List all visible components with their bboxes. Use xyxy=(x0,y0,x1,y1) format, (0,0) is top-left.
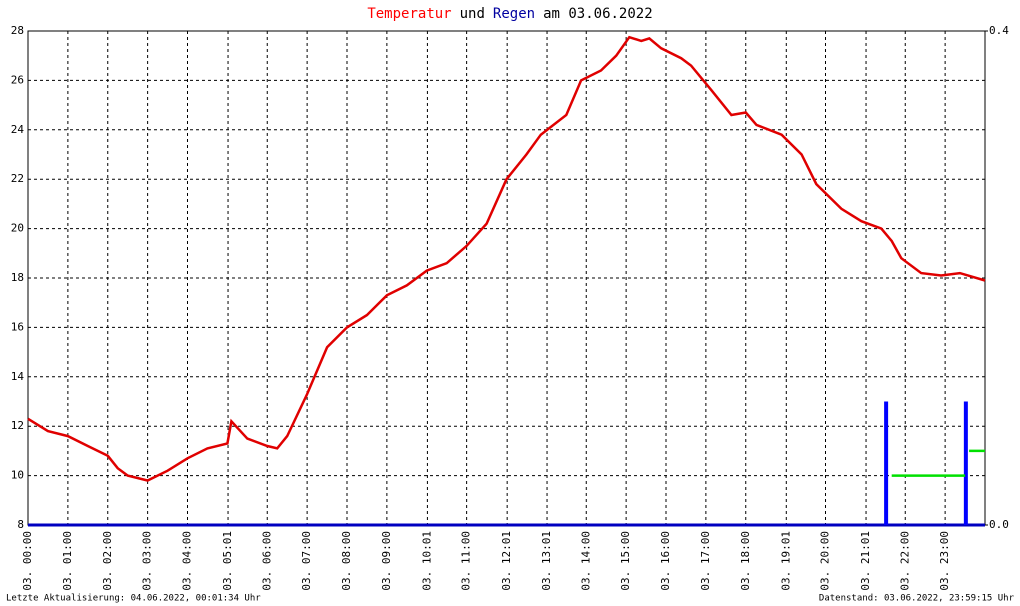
x-tick-label: 03. 20:00 xyxy=(819,531,832,591)
chart-title: Temperatur und Regen am 03.06.2022 xyxy=(367,6,652,22)
x-tick-label: 03. 06:00 xyxy=(260,531,273,591)
x-tick-label: 03. 08:00 xyxy=(340,531,353,591)
series-line xyxy=(27,35,986,482)
x-tick-label: 03. 17:00 xyxy=(699,531,712,591)
x-tick-label: 03. 04:00 xyxy=(181,531,194,591)
x-tick-label: 03. 00:00 xyxy=(21,531,34,591)
x-tick-label: 03. 22:00 xyxy=(898,531,911,591)
x-tick-label: 03. 11:00 xyxy=(460,531,473,591)
footer-right: Datenstand: 03.06.2022, 23:59:15 Uhr xyxy=(819,594,1015,604)
x-tick-label: 03. 03:00 xyxy=(141,531,154,591)
rain-bar xyxy=(884,401,889,525)
y-tick-label: 12 xyxy=(11,419,24,432)
x-tick-label: 03. 05:01 xyxy=(221,531,234,591)
y-tick-label: 18 xyxy=(11,271,24,284)
title-part: Regen xyxy=(493,6,535,22)
x-tick-label: 03. 12:01 xyxy=(500,531,513,591)
rain-bar xyxy=(963,401,968,525)
x-tick-label: 03. 15:00 xyxy=(619,531,632,591)
y-tick-label: 26 xyxy=(11,73,24,86)
x-tick-label: 03. 07:00 xyxy=(300,531,313,591)
x-tick-label: 03. 14:00 xyxy=(579,531,592,591)
x-tick-label: 03. 10:01 xyxy=(420,531,433,591)
y-tick-label: 24 xyxy=(11,123,25,136)
y-tick-label: 28 xyxy=(11,24,24,37)
y-tick-label: 20 xyxy=(11,222,24,235)
title-part: Temperatur xyxy=(367,6,451,22)
x-tick-label: 03. 19:01 xyxy=(779,531,792,591)
y2-tick-label: 0.0 xyxy=(989,518,1009,531)
footer-left: Letzte Aktualisierung: 04.06.2022, 00:01… xyxy=(6,594,261,604)
series-line xyxy=(891,449,985,477)
x-tick-label: 03. 09:00 xyxy=(380,531,393,591)
x-tick-label: 03. 13:01 xyxy=(540,531,553,591)
x-tick-label: 03. 16:00 xyxy=(659,531,672,591)
x-tick-label: 03. 18:00 xyxy=(739,531,752,591)
x-tick-label: 03. 01:00 xyxy=(61,531,74,591)
y-tick-label: 16 xyxy=(11,320,24,333)
y-tick-label: 10 xyxy=(11,469,24,482)
x-tick-label: 03. 02:00 xyxy=(101,531,114,591)
y2-tick-label: 0.4 xyxy=(989,24,1009,37)
y-tick-label: 14 xyxy=(11,370,25,383)
x-tick-label: 03. 21:01 xyxy=(859,531,872,591)
title-part: am 03.06.2022 xyxy=(543,6,653,22)
y-tick-label: 8 xyxy=(17,518,24,531)
x-tick-label: 03. 23:00 xyxy=(938,531,951,591)
y-tick-label: 22 xyxy=(11,172,24,185)
title-part: und xyxy=(460,6,485,22)
